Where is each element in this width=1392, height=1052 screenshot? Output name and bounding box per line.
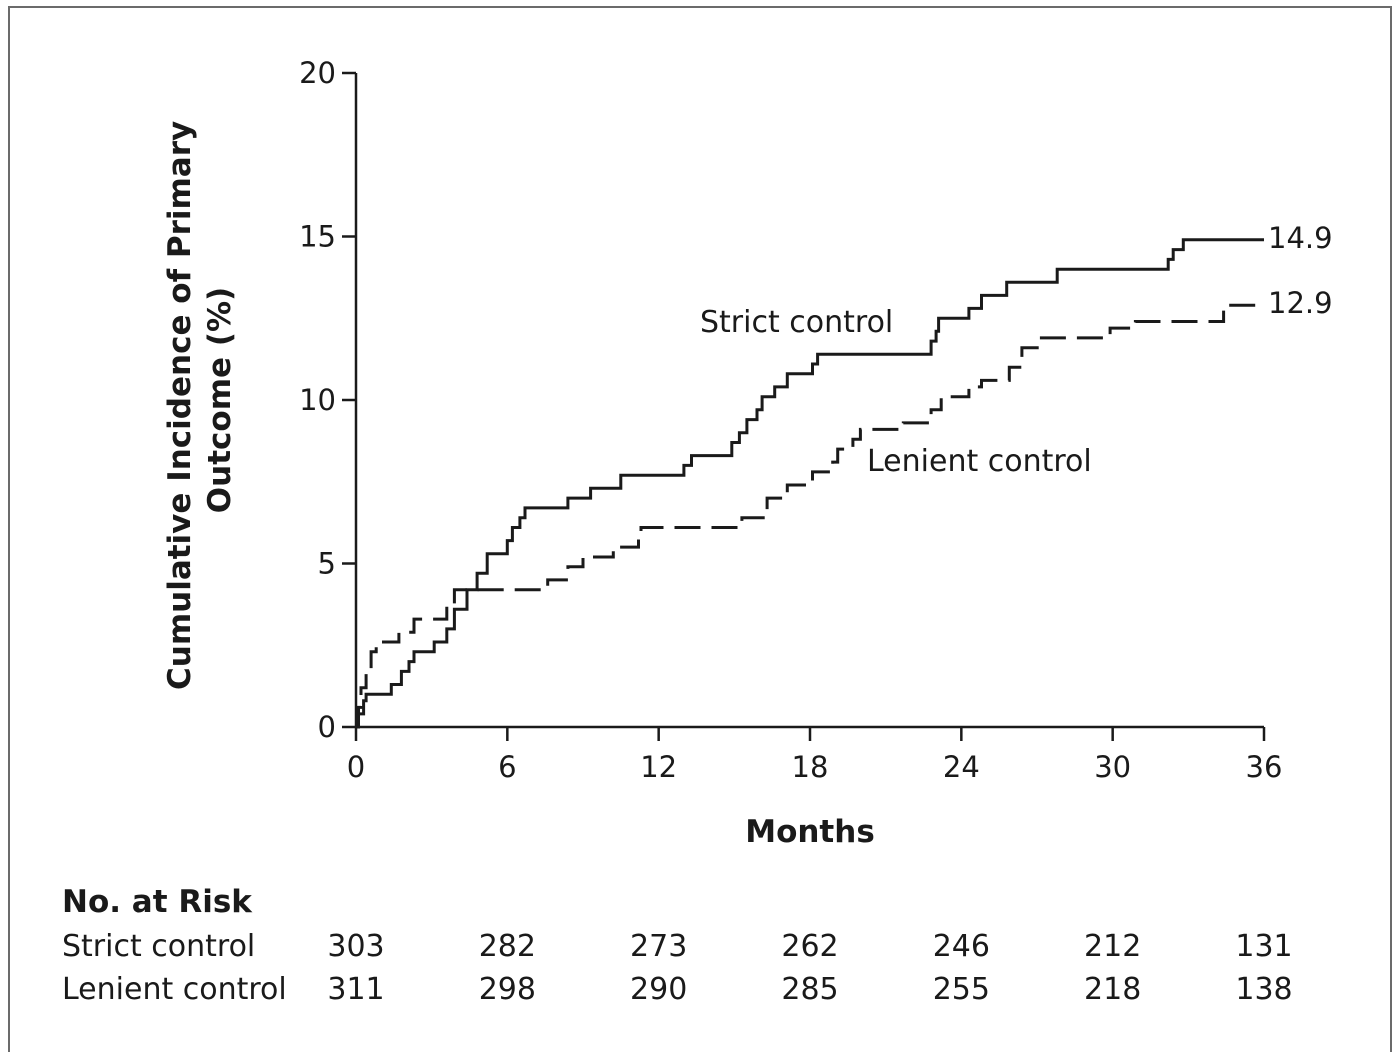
risk-value-lenient-36: 138	[1235, 972, 1292, 1007]
lenient-control-curve	[356, 303, 1264, 729]
y-tick-label-0: 0	[318, 710, 336, 744]
y-axis-title: Cumulative Incidence of Primary Outcome …	[162, 110, 238, 690]
risk-value-lenient-0: 311	[327, 972, 384, 1007]
series-lines	[356, 238, 1264, 729]
risk-values: 303 282 273 262 246 212 131 311 298 290 285 255 218 1…	[327, 929, 1292, 1007]
axes	[354, 73, 1264, 729]
x-tick-label-24: 24	[943, 750, 980, 784]
y-tick-label-10: 10	[299, 383, 336, 417]
strict-control-curve	[356, 238, 1264, 729]
risk-value-lenient-12: 290	[630, 972, 687, 1007]
y-tick-label-15: 15	[299, 220, 336, 254]
strict-control-curve-label: Strict control	[700, 305, 893, 340]
risk-row-label-strict: Strict control	[62, 929, 255, 964]
risk-value-strict-18: 262	[781, 929, 838, 964]
x-tick-label-30: 30	[1094, 750, 1131, 784]
y-tick-label-5: 5	[318, 547, 336, 581]
risk-value-lenient-30: 218	[1084, 972, 1141, 1007]
x-axis-title: Months	[745, 814, 875, 850]
risk-value-strict-12: 273	[630, 929, 687, 964]
x-ticks: 0 6 12 18 24 30 36	[347, 727, 1283, 784]
risk-value-lenient-24: 255	[933, 972, 990, 1007]
lenient-control-curve-label: Lenient control	[867, 444, 1092, 479]
risk-table-heading: No. at Risk	[62, 884, 253, 920]
risk-value-lenient-18: 285	[781, 972, 838, 1007]
risk-value-strict-36: 131	[1235, 929, 1292, 964]
y-axis-title-line-1: Cumulative Incidence of Primary	[162, 121, 198, 690]
risk-value-strict-24: 246	[933, 929, 990, 964]
risk-row-label-lenient: Lenient control	[62, 972, 287, 1007]
x-tick-label-12: 12	[640, 750, 677, 784]
x-tick-label-6: 6	[498, 750, 516, 784]
y-ticks: 0 5 10 15 20	[299, 56, 356, 744]
risk-value-strict-6: 282	[479, 929, 536, 964]
x-tick-label-36: 36	[1246, 750, 1283, 784]
risk-value-strict-30: 212	[1084, 929, 1141, 964]
x-tick-label-0: 0	[347, 750, 365, 784]
strict-control-end-value: 14.9	[1268, 221, 1333, 255]
risk-table: No. at Risk Strict control Lenient contr…	[62, 884, 1293, 1007]
y-tick-label-20: 20	[299, 56, 336, 90]
y-axis-title-line-2: Outcome (%)	[202, 287, 238, 513]
risk-value-lenient-6: 298	[479, 972, 536, 1007]
x-tick-label-18: 18	[792, 750, 829, 784]
risk-value-strict-0: 303	[327, 929, 384, 964]
lenient-control-end-value: 12.9	[1268, 286, 1333, 320]
